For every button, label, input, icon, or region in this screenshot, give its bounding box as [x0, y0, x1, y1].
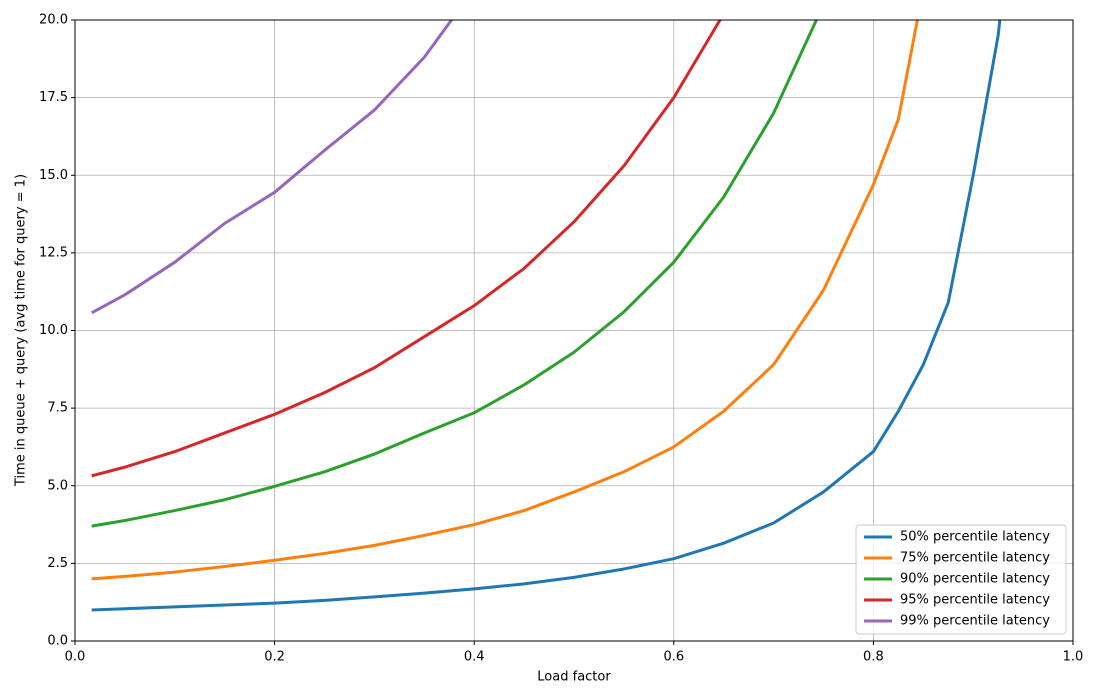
line — [91, 20, 919, 581]
axes: 0.0 0.2 0.4 0.6 0.8 1.0 0.0 2.5 5.0 7.5 10.0 12.5 15… — [39, 13, 1083, 665]
y-tick-label: 7.5 — [47, 401, 68, 416]
y-tick-label: 17.5 — [39, 90, 68, 105]
x-tick-label: 0.6 — [663, 650, 684, 665]
y-tick-label: 5.0 — [47, 478, 68, 493]
x-tick-label: 0.4 — [464, 650, 485, 665]
legend-label: 75% percentile latency — [900, 551, 1050, 566]
legend-label: 95% percentile latency — [900, 593, 1050, 608]
legend-label: 90% percentile latency — [900, 572, 1050, 587]
line — [91, 20, 722, 478]
y-axis-label: Time in queue + query (avg time for quer… — [14, 174, 29, 487]
line — [90, 20, 454, 315]
x-axis-label: Load factor — [537, 670, 611, 685]
legend-box — [855, 524, 1067, 635]
legend-label: 99% percentile latency — [900, 614, 1050, 629]
plot-area — [90, 20, 1002, 612]
line — [91, 20, 1002, 612]
x-tick-label: 0.8 — [863, 650, 884, 665]
legend: 50% percentile latency 75% percentile lat… — [855, 524, 1067, 635]
line — [91, 20, 819, 528]
y-tick-label: 2.5 — [47, 556, 68, 571]
y-tick-label: 20.0 — [39, 13, 68, 28]
x-tick-label: 0.2 — [264, 650, 285, 665]
x-tick-label: 1.0 — [1063, 650, 1084, 665]
y-tick-label: 10.0 — [39, 323, 68, 338]
legend-label: 50% percentile latency — [900, 530, 1050, 545]
y-tick-label: 0.0 — [47, 634, 68, 649]
y-tick-label: 12.5 — [39, 245, 68, 260]
y-tick-label: 15.0 — [39, 168, 68, 183]
x-tick-label: 0.0 — [65, 650, 86, 665]
